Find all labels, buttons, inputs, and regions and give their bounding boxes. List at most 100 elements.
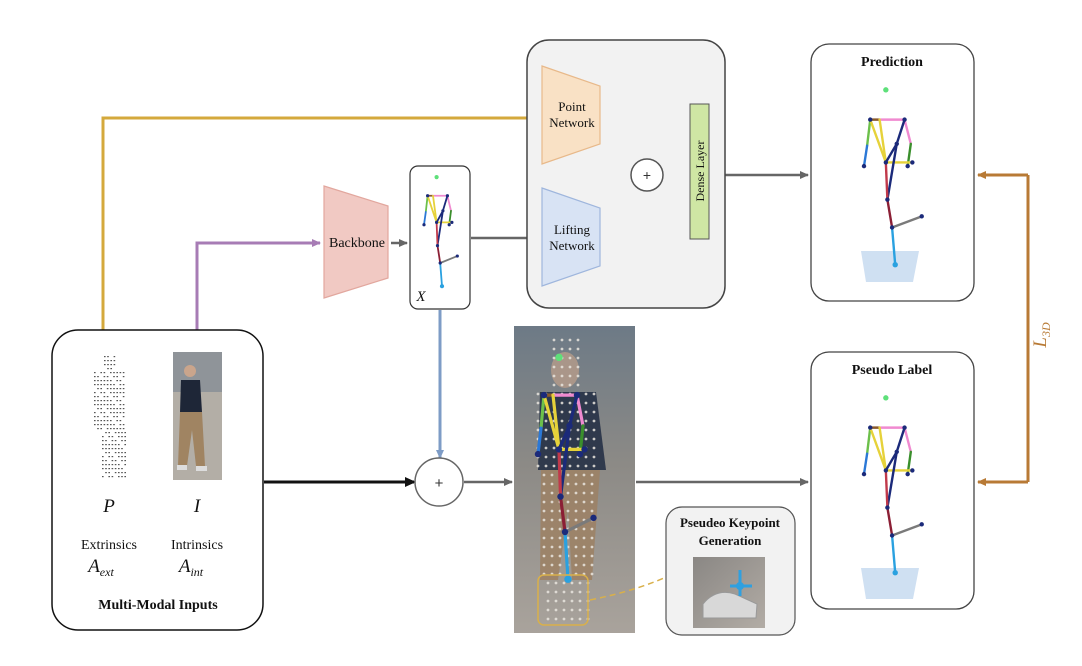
dense-layer-label: Dense Layer (693, 141, 707, 202)
lidar-dot (542, 545, 546, 549)
point-cloud-dot (102, 476, 104, 478)
lidar-dot (544, 464, 548, 468)
point-cloud-dot (106, 428, 109, 430)
point-cloud-dot (113, 364, 116, 366)
point-cloud-dot (118, 432, 120, 434)
point-cloud-dot (105, 432, 107, 434)
lidar-dot (552, 455, 556, 459)
lidar-dot (566, 518, 570, 522)
point-cloud-dot (124, 464, 126, 466)
lidar-dot (592, 392, 596, 396)
lidar-dot (544, 446, 548, 450)
lidar-dot (592, 410, 596, 414)
point-cloud-dot (105, 452, 107, 454)
lidar-dot (590, 491, 594, 495)
point-cloud-dot (121, 448, 123, 450)
lidar-dot (570, 608, 574, 612)
point-cloud-dot (119, 412, 122, 414)
point-cloud-dot (122, 408, 125, 410)
pseudo-keypoint-generation-panel: Pseudeo Keypoint Generation (665, 506, 796, 636)
skeleton-joint (422, 223, 426, 227)
lidar-dot (546, 617, 550, 621)
skeleton-joint (590, 514, 597, 522)
lidar-dot (578, 608, 582, 612)
point-cloud-dot (103, 384, 106, 386)
point-cloud-dot (110, 372, 112, 374)
skeleton-bone (563, 530, 570, 581)
lidar-dot (576, 365, 580, 369)
lidar-dot (560, 410, 564, 414)
point-cloud-dot (103, 376, 106, 378)
point-cloud-dot (106, 380, 109, 382)
point-cloud-dot (105, 464, 107, 466)
lidar-dot (576, 437, 580, 441)
point-cloud-dot (97, 408, 99, 410)
skeleton-bone (439, 255, 459, 264)
lidar-dot (546, 581, 550, 585)
skeleton-bone (441, 194, 449, 212)
point-cloud-dot (122, 416, 125, 418)
lidar-dot (562, 590, 566, 594)
skeleton-bone (890, 534, 897, 574)
point-cloud-dot (100, 424, 102, 426)
point-cloud-dot (118, 472, 120, 474)
skeleton-joint (902, 425, 907, 430)
point-cloud-dot (94, 400, 96, 402)
point-cloud-dot (119, 428, 122, 430)
point-cloud-dot (104, 356, 106, 358)
skeleton-bone (542, 393, 561, 451)
point-cloud-dot (122, 396, 125, 398)
skeleton-joint (438, 261, 442, 265)
point-cloud-dot (102, 444, 104, 446)
point-cloud-dot (106, 404, 109, 406)
lidar-dot (576, 347, 580, 351)
skeleton-bone (884, 142, 898, 164)
point-cloud-dot (118, 456, 120, 458)
lidar-dot (550, 500, 554, 504)
point-cloud-dot (111, 468, 114, 470)
lidar-dot (574, 554, 578, 558)
lidar-dot (584, 419, 588, 423)
point-cloud-dot (113, 372, 115, 374)
point-cloud-dot (100, 404, 102, 406)
point-cloud-dot (113, 376, 115, 378)
lidar-dot (568, 455, 572, 459)
prediction-title: Prediction (861, 55, 923, 70)
point-cloud-dot (110, 412, 112, 414)
lidar-dot (568, 410, 572, 414)
lidar-dot (592, 464, 596, 468)
lidar-dot (562, 608, 566, 612)
intrinsics-label: Intrinsics (171, 538, 223, 553)
skeleton-joint (426, 194, 430, 198)
lidar-dot (550, 509, 554, 513)
point-cloud-dot (106, 396, 109, 398)
lidar-dot (544, 428, 548, 432)
lidar-dot (582, 473, 586, 477)
point-cloud-dot (116, 408, 118, 410)
point-cloud-dot (106, 408, 109, 410)
lidar-dot (578, 617, 582, 621)
overlay-skeleton (534, 353, 597, 583)
point-cloud-dot (94, 380, 96, 382)
lidar-dot (590, 572, 594, 576)
lidar-dot (562, 617, 566, 621)
point-cloud-dot (97, 380, 99, 382)
point-cloud-dot (100, 420, 102, 422)
lidar-dot (542, 500, 546, 504)
lidar-dot (584, 455, 588, 459)
point-cloud-dot (114, 444, 117, 446)
lidar-dot (536, 401, 540, 405)
foot-highlight-box (537, 574, 589, 626)
lidar-dot (546, 599, 550, 603)
skeleton-joint (555, 446, 563, 453)
point-cloud-dot (119, 372, 122, 374)
point-cloud-dot (118, 476, 120, 478)
pseudo-label-panel: Pseudo Label (810, 351, 975, 610)
lidar-dot (574, 491, 578, 495)
point-cloud-dot (105, 472, 107, 474)
lidar-dot (542, 509, 546, 513)
point-cloud-dot (108, 464, 110, 466)
lidar-dot (542, 473, 546, 477)
point-cloud-dot (119, 408, 122, 410)
lidar-dot (546, 590, 550, 594)
